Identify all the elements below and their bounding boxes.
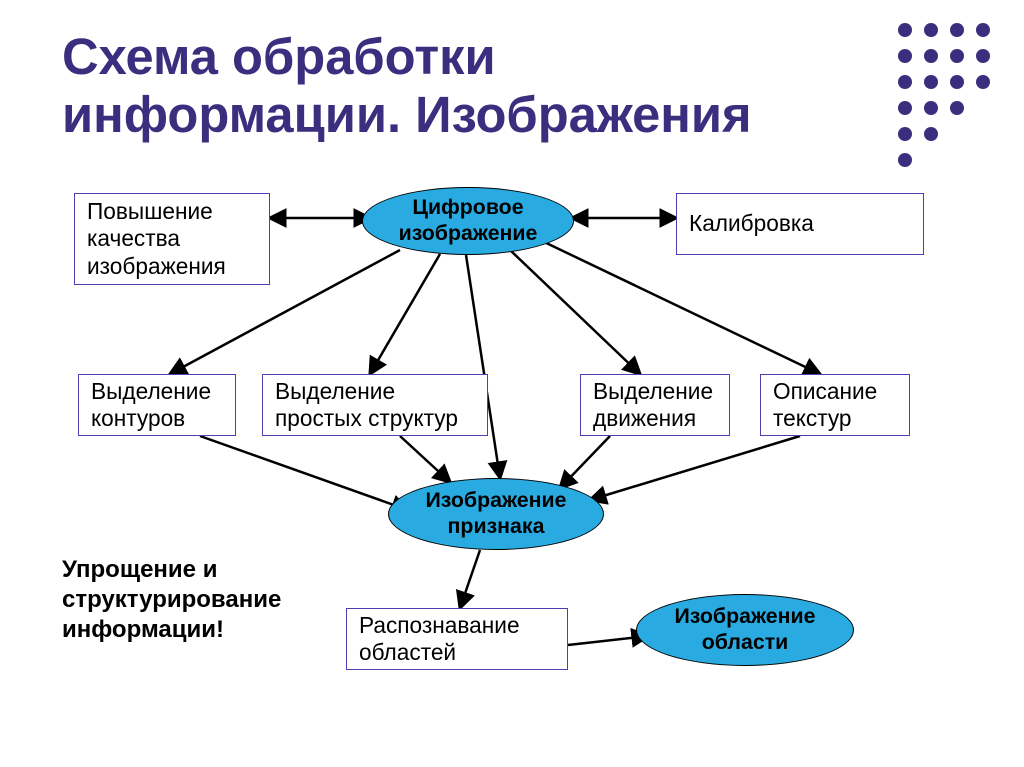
edge-5 <box>510 250 640 374</box>
node-n_contour: Выделение контуров <box>78 374 236 436</box>
node-n_digital: Цифровое изображение <box>362 187 574 255</box>
edge-6 <box>540 240 820 374</box>
edge-4 <box>466 255 500 478</box>
node-label: Выделение простых структур <box>275 378 475 432</box>
edge-7 <box>200 436 408 510</box>
edge-12 <box>568 636 648 645</box>
node-label: Описание текстур <box>773 378 897 432</box>
node-n_calib: Калибровка <box>676 193 924 255</box>
edge-3 <box>370 254 440 374</box>
edge-10 <box>590 436 800 500</box>
node-n_texture: Описание текстур <box>760 374 910 436</box>
node-label: Калибровка <box>689 210 814 237</box>
diagram-title: Схема обработки информации. Изображения <box>62 28 822 145</box>
diagram-caption: Упрощение и структурирование информации! <box>62 555 322 645</box>
node-label: Изображение признака <box>401 488 591 539</box>
node-label: Распознавание областей <box>359 612 555 666</box>
node-n_motion: Выделение движения <box>580 374 730 436</box>
edge-9 <box>560 436 610 488</box>
node-n_recog: Распознавание областей <box>346 608 568 670</box>
node-n_struct: Выделение простых структур <box>262 374 488 436</box>
node-n_quality: Повышение качества изображения <box>74 193 270 285</box>
node-n_region: Изображение области <box>636 594 854 666</box>
edge-8 <box>400 436 450 482</box>
node-label: Выделение контуров <box>91 378 223 432</box>
edge-11 <box>460 550 480 608</box>
node-label: Цифровое изображение <box>375 195 561 246</box>
node-label: Выделение движения <box>593 378 717 432</box>
node-label: Изображение области <box>649 604 841 655</box>
node-n_feature: Изображение признака <box>388 478 604 550</box>
node-label: Повышение качества изображения <box>87 198 257 280</box>
